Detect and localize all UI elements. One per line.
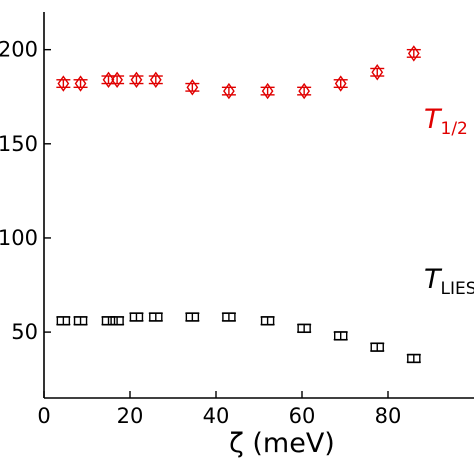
diamond-marker (186, 79, 199, 96)
t-lies-point (221, 312, 236, 322)
t-lies-point (185, 312, 200, 322)
square-marker (73, 316, 88, 326)
square-marker (222, 312, 236, 322)
series-label-t-half-main: T (424, 104, 443, 135)
series-1 (56, 312, 421, 364)
t-half-point (406, 45, 421, 62)
t-half-point (260, 82, 275, 100)
square-marker (129, 312, 144, 322)
t-half-point (110, 71, 125, 88)
diamond-marker (130, 71, 143, 88)
t-lies-point (101, 316, 116, 326)
y-tick-label: 200 (0, 38, 38, 62)
t-half-point (185, 79, 200, 96)
square-marker (260, 316, 275, 326)
square-marker (370, 342, 384, 352)
t-half-point (370, 64, 385, 81)
y-tick-label: 50 (11, 320, 38, 344)
t-half-point (56, 75, 71, 92)
series-label-t-lies-sub: LIES (441, 279, 474, 299)
x-tick-label: 60 (289, 404, 316, 428)
square-marker (149, 312, 163, 322)
t-lies-point (406, 353, 421, 364)
x-tick-label: 40 (203, 404, 230, 428)
t-lies-point (148, 312, 163, 322)
t-lies-point (370, 342, 385, 352)
series-label-t-lies-main: T (424, 264, 443, 295)
x-tick-label: 0 (37, 404, 50, 428)
t-half-point (73, 75, 88, 92)
diamond-marker (298, 82, 311, 100)
t-half-point (101, 71, 116, 88)
diamond-marker (223, 82, 235, 100)
series-0 (56, 45, 421, 100)
t-lies-point (260, 316, 275, 326)
t-lies-point (73, 316, 88, 326)
t-lies-point (110, 316, 125, 326)
t-lies-point (297, 323, 312, 334)
t-lies-point (129, 312, 144, 322)
square-marker (334, 331, 348, 341)
square-marker (110, 316, 124, 326)
y-tick-label: 150 (0, 132, 38, 156)
t-lies-point (333, 331, 348, 341)
square-marker (297, 323, 311, 334)
diamond-marker (149, 71, 162, 88)
square-marker (56, 316, 71, 326)
x-tick-label: 80 (375, 404, 402, 428)
diamond-marker (334, 75, 347, 92)
diamond-marker (74, 75, 87, 92)
series-label-t-half: T1/2 (424, 104, 468, 139)
series-label-t-lies: TLIES (424, 264, 474, 299)
t-half-point (129, 71, 144, 88)
series-label-t-half-sub: 1/2 (441, 119, 468, 139)
square-marker (407, 353, 421, 364)
t-half-point (221, 82, 236, 100)
diamond-marker (407, 45, 420, 62)
x-axis-label: ζ (meV) (229, 428, 335, 459)
diamond-marker (102, 71, 115, 88)
y-tick-label: 100 (0, 226, 38, 250)
diamond-marker (111, 71, 123, 88)
t-lies-point (56, 316, 71, 326)
t-half-point (333, 75, 348, 92)
t-half-point (297, 82, 312, 100)
marks (56, 45, 421, 364)
square-marker (101, 316, 116, 326)
x-tick-label: 20 (117, 404, 144, 428)
square-marker (185, 312, 200, 322)
t-half-point (148, 71, 163, 88)
diamond-marker (57, 75, 70, 92)
diamond-marker (261, 82, 274, 100)
axes: 0 20 40 60 80 50 100 150 200 (0, 12, 474, 428)
diamond-marker (371, 64, 384, 81)
